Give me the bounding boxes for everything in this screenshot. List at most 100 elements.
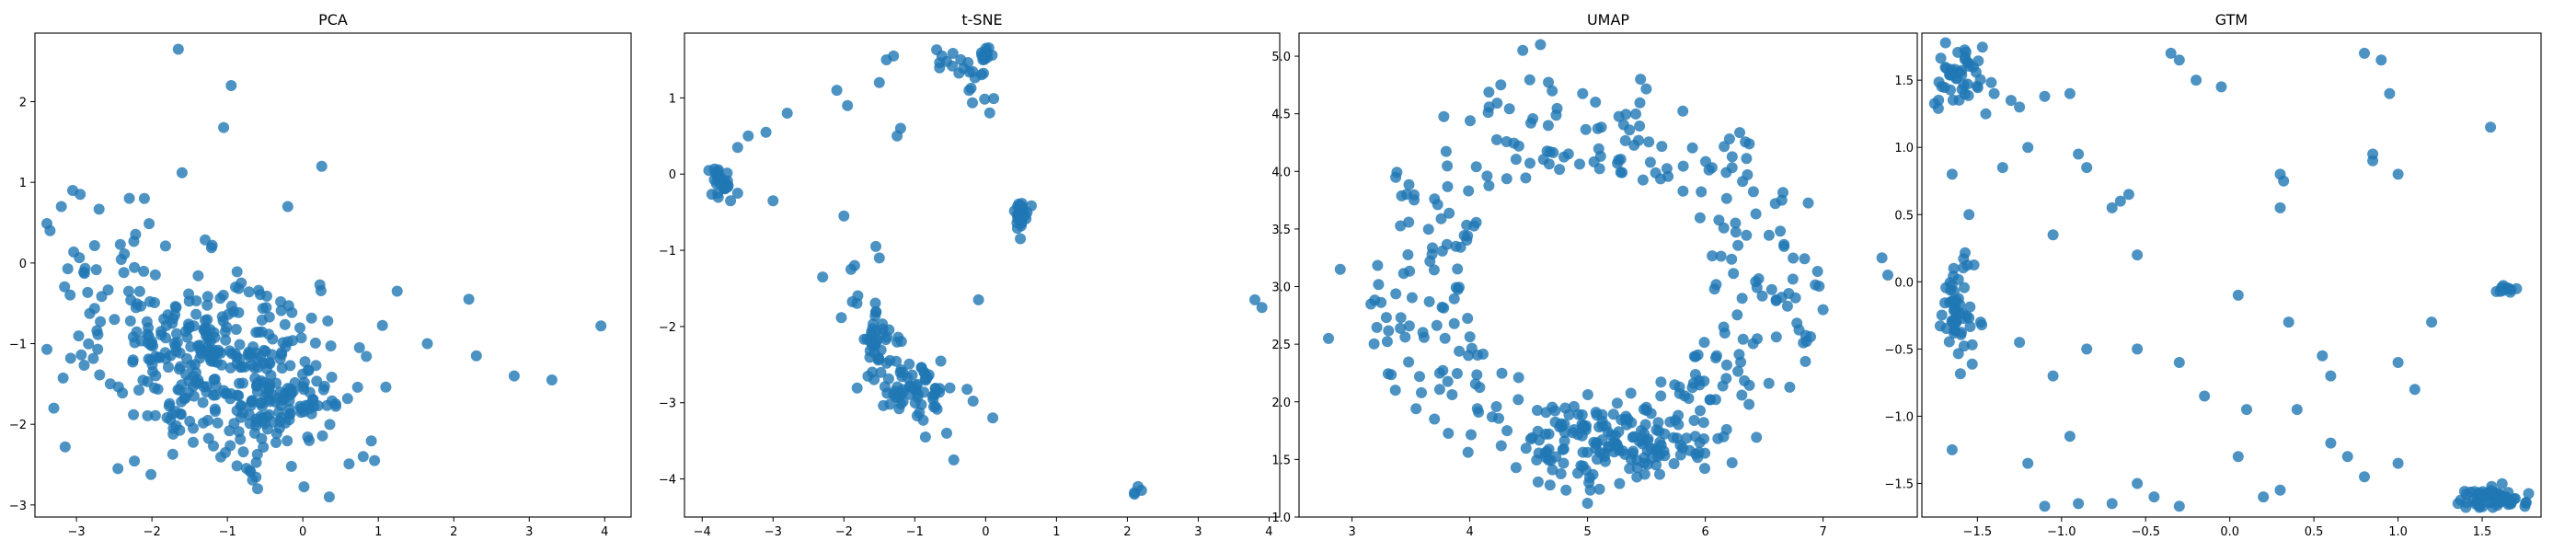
scatter-point xyxy=(1433,367,1445,379)
x-tick-label: −2 xyxy=(144,525,161,539)
scatter-point xyxy=(341,393,353,405)
scatter-point xyxy=(917,414,929,426)
scatter-point xyxy=(1650,167,1662,178)
scatter-point xyxy=(114,238,126,250)
scatter-point xyxy=(305,312,317,324)
scatter-point xyxy=(129,455,141,467)
scatter-point xyxy=(1448,293,1460,305)
scatter-point xyxy=(1695,405,1706,417)
scatter-point xyxy=(967,97,978,109)
scatter-point xyxy=(1641,458,1653,470)
scatter-point xyxy=(1439,332,1451,344)
scatter-point xyxy=(316,430,328,442)
scatter-point xyxy=(1391,167,1403,178)
scatter-point xyxy=(236,411,247,423)
scatter-point xyxy=(1486,411,1498,423)
scatter-point xyxy=(59,441,71,453)
scatter-point xyxy=(221,321,233,333)
scatter-point xyxy=(1323,332,1334,344)
scatter-point xyxy=(252,362,264,374)
y-tick-label: 4.0 xyxy=(1271,166,1291,179)
scatter-point xyxy=(231,266,243,278)
scatter-point xyxy=(2341,451,2353,463)
scatter-point xyxy=(1654,468,1665,480)
scatter-point xyxy=(1535,39,1547,51)
scatter-point xyxy=(1739,374,1751,386)
scatter-point xyxy=(2477,500,2489,512)
scatter-point xyxy=(216,311,228,323)
scatter-point xyxy=(842,99,854,111)
y-tick-label: −2 xyxy=(659,321,676,335)
scatter-point xyxy=(88,240,100,251)
scatter-point xyxy=(866,327,878,339)
scatter-point xyxy=(1581,498,1593,509)
scatter-point xyxy=(2283,316,2294,328)
scatter-point xyxy=(1628,139,1640,151)
y-tick-label: −1 xyxy=(659,245,676,259)
scatter-point xyxy=(1641,435,1653,447)
scatter-point xyxy=(88,303,100,315)
scatter-point xyxy=(316,160,328,172)
scatter-point xyxy=(174,384,185,396)
scatter-point xyxy=(237,446,249,458)
scatter-point xyxy=(235,433,247,445)
scatter-point xyxy=(1988,87,2000,99)
scatter-point xyxy=(1700,155,1711,167)
scatter-point xyxy=(1590,407,1602,419)
scatter-point xyxy=(1574,158,1585,170)
scatter-point xyxy=(149,382,160,394)
scatter-point xyxy=(1720,167,1732,178)
scatter-point xyxy=(2122,189,2134,201)
scatter-point xyxy=(1558,151,1570,163)
scatter-point xyxy=(2274,201,2286,213)
scatter-point xyxy=(1423,295,1435,307)
scatter-point xyxy=(979,51,991,63)
scatter-point xyxy=(266,349,278,361)
scatter-point xyxy=(731,188,743,199)
scatter-point xyxy=(1964,301,1976,313)
scatter-point xyxy=(2496,477,2508,489)
scatter-point xyxy=(2426,316,2438,328)
scatter-point xyxy=(1947,94,1959,106)
scatter-point xyxy=(325,340,337,351)
scatter-point xyxy=(75,189,86,201)
scatter-point xyxy=(240,463,252,475)
scatter-point xyxy=(2367,155,2379,167)
scatter-point xyxy=(169,406,181,418)
scatter-point xyxy=(1958,262,1969,274)
scatter-point xyxy=(1464,331,1476,343)
scatter-point xyxy=(1697,417,1709,429)
scatter-point xyxy=(149,409,161,421)
x-tick-label: −1.0 xyxy=(2047,525,2076,539)
scatter-point xyxy=(1793,324,1805,336)
scatter-point xyxy=(237,377,248,389)
scatter-point xyxy=(1607,408,1619,420)
scatter-point xyxy=(2132,477,2144,489)
scatter-point xyxy=(1974,316,1986,328)
scatter-point xyxy=(872,354,884,366)
scatter-point xyxy=(1524,433,1536,445)
scatter-point xyxy=(1980,108,1992,120)
panel-gtm: −1.5 −1.0 −0.5 0.0 0.5 1.0 1.5 −1.5 −1.0 −0.5 0.0 0… xyxy=(1884,11,2542,539)
scatter-point xyxy=(2114,195,2126,207)
scatter-point xyxy=(1741,229,1753,241)
scatter-point xyxy=(95,316,107,328)
x-tick-label: −1 xyxy=(219,525,236,539)
scatter-point xyxy=(179,392,191,404)
scatter-point xyxy=(906,382,918,394)
scatter-point xyxy=(285,385,297,397)
scatter-point xyxy=(74,252,86,264)
scatter-point xyxy=(760,126,772,138)
scatter-point xyxy=(270,437,282,448)
scatter-point xyxy=(1463,185,1475,197)
scatter-point xyxy=(1249,293,1260,305)
scatter-point xyxy=(212,417,224,429)
scatter-point xyxy=(1694,379,1706,391)
scatter-point xyxy=(920,374,932,386)
scatter-point xyxy=(1726,457,1738,468)
scatter-point xyxy=(1946,168,1958,180)
scatter-point xyxy=(1882,270,1893,281)
scatter-point xyxy=(57,372,69,384)
scatter-point xyxy=(1520,172,1532,184)
scatter-point xyxy=(322,315,334,327)
